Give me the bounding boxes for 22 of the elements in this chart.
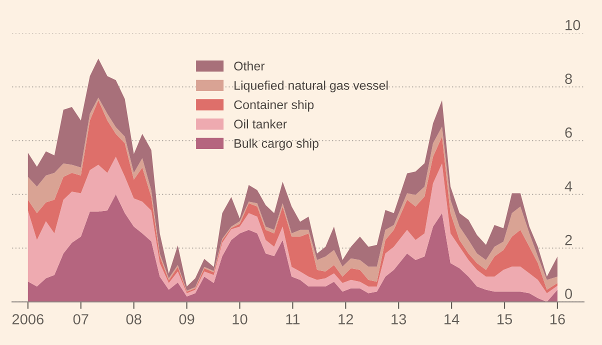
legend-label: Bulk cargo ship <box>234 138 318 150</box>
y-tick-label: 10 <box>566 20 580 30</box>
y-tick-label: 0 <box>565 288 572 299</box>
x-tick-label: 13 <box>392 314 406 324</box>
x-tick-label: 08 <box>126 314 142 324</box>
x-tick-label: 12 <box>338 314 354 324</box>
legend-label: Container ship <box>234 100 314 112</box>
x-tick-label: 07 <box>73 314 88 324</box>
x-tick-label: 10 <box>232 314 248 324</box>
x-tick-label: 2006 <box>12 314 44 324</box>
x-tick-label: 09 <box>179 314 194 324</box>
legend-label: Oil tanker <box>234 119 287 129</box>
x-tick-label: 14 <box>444 314 460 324</box>
x-tick-label: 16 <box>550 314 565 324</box>
y-tick-label: 6 <box>565 127 572 138</box>
y-tick-label: 8 <box>565 74 572 84</box>
legend-label: Liquefied natural gas vessel <box>234 80 388 92</box>
legend-label: Other <box>234 61 265 70</box>
x-tick-label: 11 <box>286 314 300 324</box>
y-tick-label: 2 <box>565 234 572 246</box>
x-tick-label: 15 <box>498 314 512 324</box>
y-tick-label: 4 <box>564 181 572 192</box>
